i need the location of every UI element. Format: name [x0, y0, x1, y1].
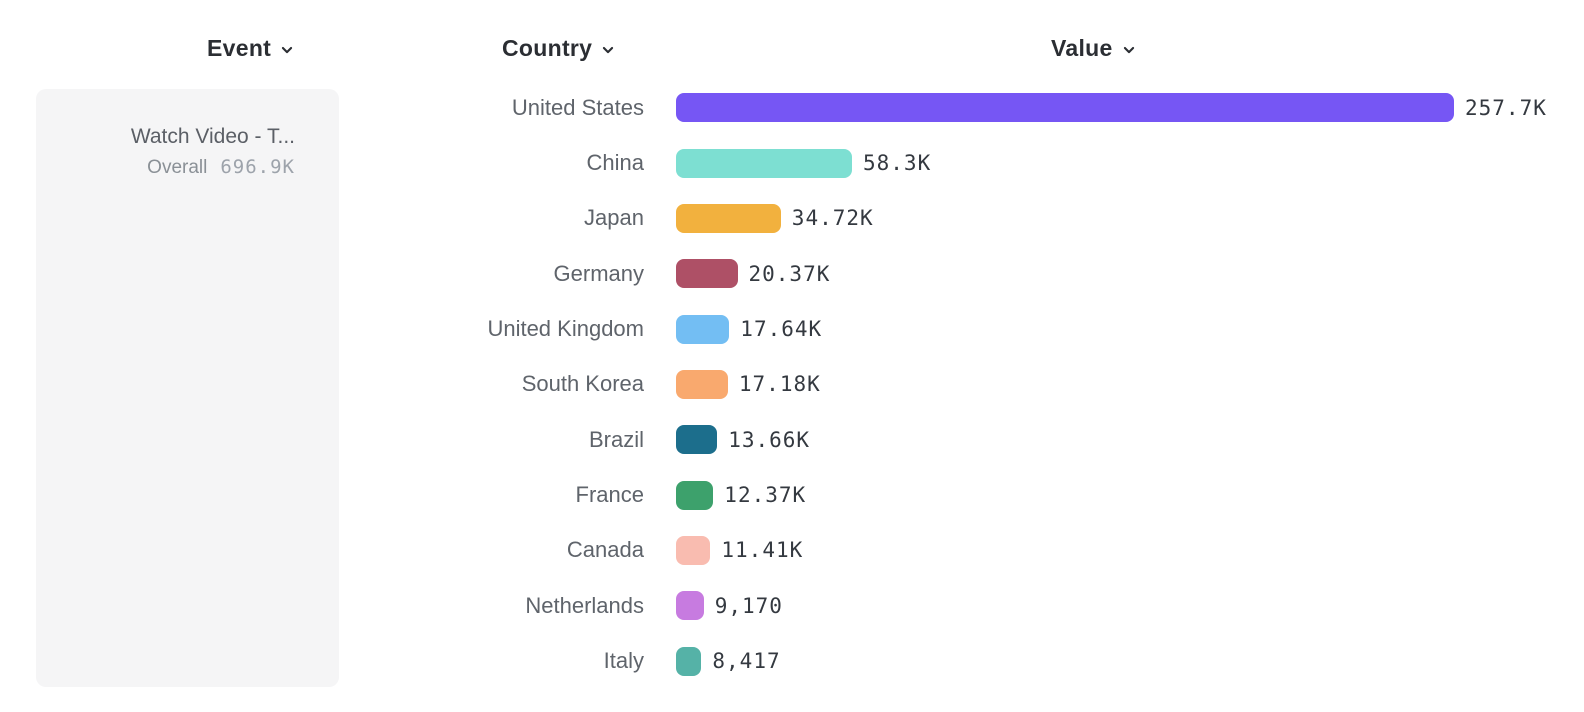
event-overall-row: Overall 696.9K	[36, 156, 339, 179]
event-name: Watch Video - T...	[130, 125, 295, 148]
value-column-header[interactable]: Value	[1051, 33, 1136, 63]
chart-row: Netherlands 9,170	[0, 578, 1584, 633]
value-label: 257.7K	[1465, 95, 1547, 120]
country-column-label: Country	[502, 34, 593, 61]
chart-row: Japan 34.72K	[0, 191, 1584, 246]
event-card[interactable]: Watch Video - T... Overall 696.9K	[36, 89, 339, 687]
value-bar[interactable]	[676, 480, 714, 510]
chart-row: United States 257.7K	[0, 80, 1584, 135]
country-label: Netherlands	[525, 592, 644, 618]
chevron-down-icon	[1122, 43, 1136, 57]
chart-row: France 12.37K	[0, 467, 1584, 522]
overall-label: Overall	[147, 157, 208, 178]
overall-value: 696.9K	[220, 156, 295, 178]
event-column-label: Event	[207, 34, 272, 61]
value-label: 34.72K	[791, 206, 874, 231]
country-label: France	[575, 482, 644, 508]
country-label: United States	[511, 94, 644, 120]
value-bar[interactable]	[676, 425, 718, 455]
country-label: China	[586, 150, 644, 176]
value-label: 8,417	[712, 649, 781, 674]
value-bar[interactable]	[676, 591, 704, 621]
value-label: 11.41K	[721, 538, 804, 563]
country-label: Canada	[566, 537, 644, 563]
chart-row: China 58.3K	[0, 135, 1584, 190]
chevron-down-icon	[280, 43, 294, 57]
value-bar[interactable]	[676, 369, 728, 399]
chart-row: Italy 8,417	[0, 633, 1584, 688]
country-label: Brazil	[588, 426, 644, 452]
value-bar[interactable]	[676, 148, 852, 178]
value-bar[interactable]	[676, 259, 738, 289]
value-bar[interactable]	[676, 93, 1454, 123]
value-label: 9,170	[714, 593, 783, 618]
country-label: South Korea	[521, 371, 644, 397]
country-column-header[interactable]: Country	[502, 33, 615, 63]
country-label: Japan	[584, 205, 644, 231]
chart-row: South Korea 17.18K	[0, 357, 1584, 412]
value-label: 17.64K	[740, 317, 823, 342]
chart-row: Brazil 13.66K	[0, 412, 1584, 467]
value-label: 12.37K	[724, 483, 807, 508]
country-bar-chart: United States 257.7K China 58.3K Japan 3…	[0, 80, 1584, 689]
value-label: 20.37K	[748, 261, 831, 286]
chart-row: Canada 11.41K	[0, 523, 1584, 578]
value-label: 17.18K	[738, 372, 821, 397]
chevron-down-icon	[601, 43, 615, 57]
value-bar[interactable]	[676, 535, 711, 565]
value-bar[interactable]	[676, 203, 781, 233]
event-column-header[interactable]: Event	[207, 33, 294, 63]
country-label: Germany	[553, 260, 644, 286]
value-bar[interactable]	[676, 314, 730, 344]
country-label: United Kingdom	[487, 316, 644, 342]
chart-row: United Kingdom 17.64K	[0, 301, 1584, 356]
chart-row: Germany 20.37K	[0, 246, 1584, 301]
country-label: Italy	[603, 648, 644, 674]
value-label: 58.3K	[863, 151, 932, 176]
value-bar[interactable]	[676, 646, 702, 676]
value-label: 13.66K	[728, 427, 811, 452]
value-column-label: Value	[1051, 34, 1113, 61]
